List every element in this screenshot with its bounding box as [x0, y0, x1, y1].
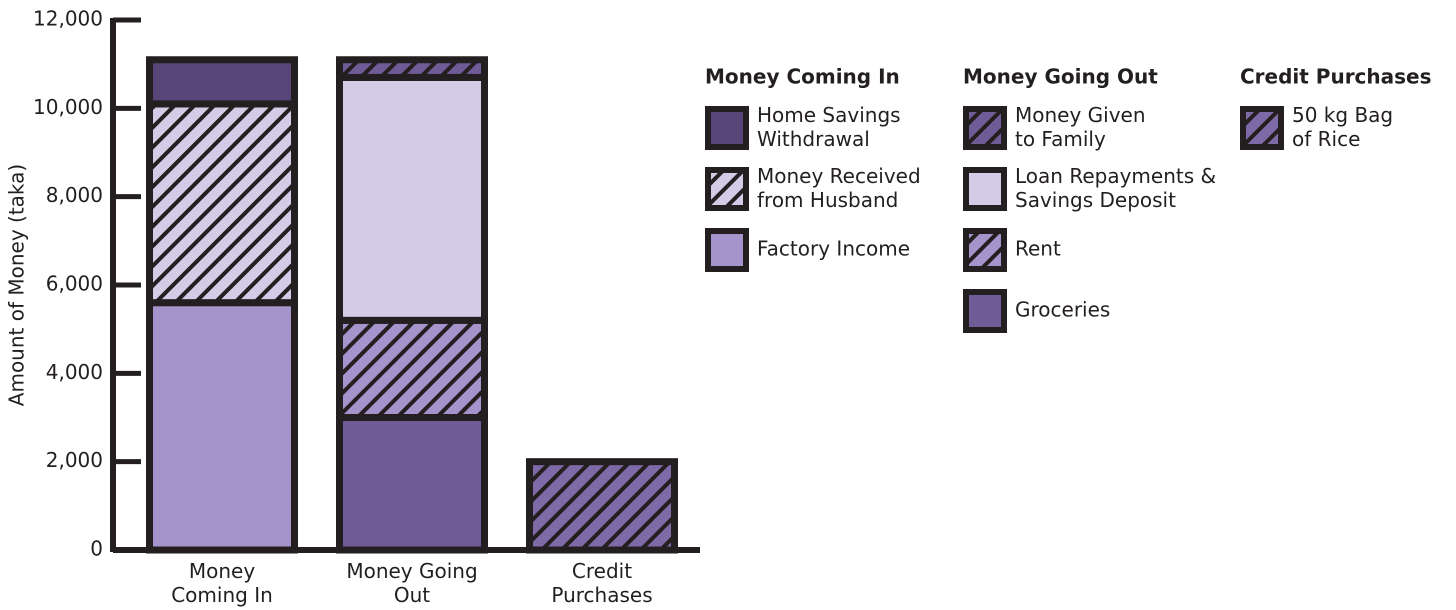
legend-label: Money Given to Family [1015, 103, 1146, 151]
bar-segment [526, 458, 678, 554]
legend-swatch [705, 167, 749, 211]
bar-segment [336, 56, 488, 81]
y-tick-label: 12,000 [33, 7, 103, 31]
y-tick-label: 8,000 [46, 183, 103, 207]
bar-segment [336, 414, 488, 554]
legend-title: Money Going Out [963, 65, 1158, 89]
y-tick-label: 2,000 [46, 448, 103, 472]
legend-swatch [963, 289, 1007, 333]
legend-swatch [1240, 106, 1284, 150]
bar-segment [336, 73, 488, 324]
legend-swatch [705, 228, 749, 272]
legend-swatch [705, 106, 749, 150]
bar-segment [146, 100, 298, 307]
y-tick-label: 4,000 [46, 360, 103, 384]
legend-swatch [963, 167, 1007, 211]
bar-segment [146, 299, 298, 554]
y-axis-title: Amount of Money (taka) [5, 164, 29, 406]
legend-label: Rent [1015, 237, 1061, 261]
legend-swatch [963, 228, 1007, 272]
legend-label: Groceries [1015, 298, 1110, 322]
bar-segment [336, 316, 488, 422]
y-tick-label: 10,000 [33, 95, 103, 119]
legend-label: Money Received from Husband [757, 164, 921, 212]
legend-label: Loan Repayments & Savings Deposit [1015, 164, 1216, 212]
x-tick-label: Money Going Out [346, 559, 477, 607]
x-tick-label: Credit Purchases [551, 559, 652, 607]
legend-title: Money Coming In [705, 65, 900, 89]
legend-swatch [963, 106, 1007, 150]
bar-segment [146, 56, 298, 108]
x-tick-label: Money Coming In [171, 559, 273, 607]
y-tick-label: 6,000 [46, 272, 103, 296]
legend-label: Factory Income [757, 237, 910, 261]
legend-title: Credit Purchases [1240, 65, 1432, 89]
y-tick-label: 0 [90, 537, 103, 561]
legend-label: Home Savings Withdrawal [757, 103, 901, 151]
legend-label: 50 kg Bag of Rice [1292, 103, 1393, 151]
